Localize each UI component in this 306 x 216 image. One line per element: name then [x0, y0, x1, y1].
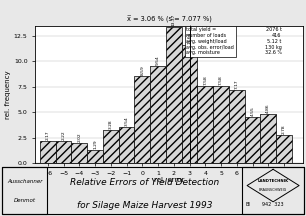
Text: LANDTECHNIK: LANDTECHNIK	[258, 179, 289, 183]
Text: 9.54: 9.54	[156, 56, 160, 65]
Text: 2.78: 2.78	[282, 124, 286, 134]
Y-axis label: rel. frequency: rel. frequency	[5, 70, 11, 119]
Bar	[119, 127, 134, 163]
Bar	[245, 117, 260, 163]
Bar	[134, 76, 150, 163]
Bar	[2, 167, 47, 214]
Text: Denmot: Denmot	[14, 198, 36, 203]
Text: x̅ = 3.06 % (s = 7.077 %): x̅ = 3.06 % (s = 7.077 %)	[127, 15, 212, 23]
Text: 2.02: 2.02	[77, 132, 81, 142]
Text: BRAUNSCHWEIG: BRAUNSCHWEIG	[259, 188, 287, 192]
Text: 942  323: 942 323	[262, 202, 284, 207]
Bar	[182, 45, 197, 163]
Bar	[197, 86, 213, 163]
Bar	[40, 141, 56, 163]
Bar	[242, 167, 304, 214]
Text: 8.59: 8.59	[140, 65, 144, 75]
Text: 7.58: 7.58	[203, 76, 207, 85]
Text: Relative Errors of Yield Detection: Relative Errors of Yield Detection	[70, 178, 219, 187]
Text: 2.17: 2.17	[46, 131, 50, 140]
Text: 4.55: 4.55	[251, 106, 255, 116]
Text: 13.37: 13.37	[172, 14, 176, 26]
Text: Bl: Bl	[245, 202, 250, 207]
Bar	[213, 86, 229, 163]
Text: total yield =
number of loads
avg. weight/load
avg. obs. error/load
avg. moistur: total yield = number of loads avg. weigh…	[186, 27, 234, 56]
Bar	[260, 114, 276, 163]
Text: 2076 t
416
5.12 t
130 kg
32.6 %: 2076 t 416 5.12 t 130 kg 32.6 %	[264, 27, 282, 56]
Bar	[71, 143, 87, 163]
Bar	[229, 90, 245, 163]
Text: 7.17: 7.17	[235, 80, 239, 89]
Text: 3.54: 3.54	[125, 117, 129, 126]
Text: for Silage Maize Harvest 1993: for Silage Maize Harvest 1993	[77, 201, 212, 210]
Bar	[103, 130, 119, 163]
Text: Ausschanner: Ausschanner	[7, 179, 43, 184]
Text: 1.29: 1.29	[93, 140, 97, 149]
Text: 7.58: 7.58	[219, 76, 223, 85]
Text: 11.65: 11.65	[188, 31, 192, 44]
Text: 3.28: 3.28	[109, 119, 113, 129]
Bar	[166, 27, 182, 163]
Bar	[87, 150, 103, 163]
Bar	[56, 141, 71, 163]
Text: 2.22: 2.22	[62, 130, 65, 140]
Bar	[150, 66, 166, 163]
Bar	[276, 135, 292, 163]
Text: 4.86: 4.86	[266, 103, 270, 113]
X-axis label: rel. error: rel. error	[154, 177, 184, 183]
